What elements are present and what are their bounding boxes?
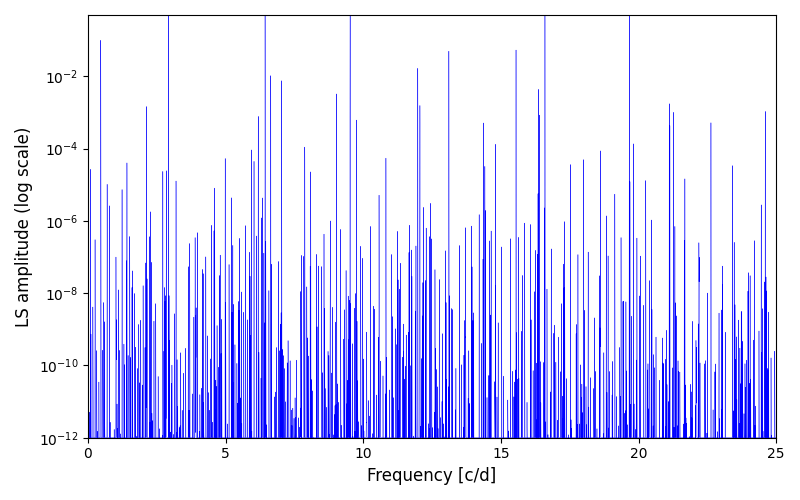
X-axis label: Frequency [c/d]: Frequency [c/d] (367, 467, 497, 485)
Y-axis label: LS amplitude (log scale): LS amplitude (log scale) (15, 126, 33, 326)
